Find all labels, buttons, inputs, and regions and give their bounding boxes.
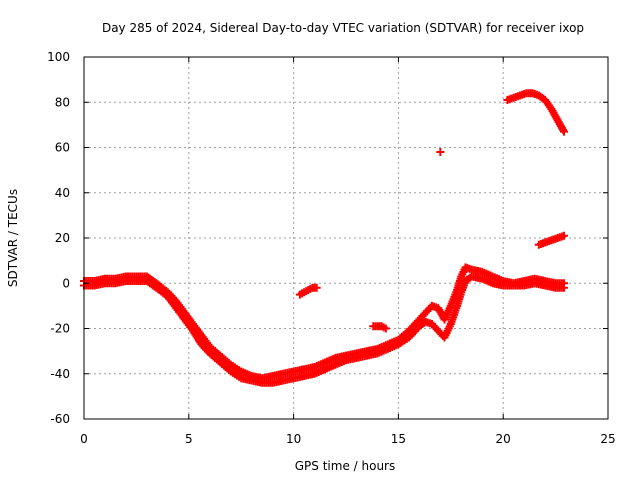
y-tick-label: -20 <box>50 322 70 336</box>
x-tick-label: 10 <box>286 432 301 446</box>
data-point <box>436 148 445 157</box>
x-axis-label: GPS time / hours <box>295 459 396 473</box>
y-tick-label: 40 <box>55 186 70 200</box>
data-point <box>559 283 568 292</box>
data-points <box>80 89 568 387</box>
data-point <box>559 231 568 240</box>
x-tick-label: 25 <box>600 432 615 446</box>
y-tick-label: -60 <box>50 412 70 426</box>
y-tick-label: 20 <box>55 231 70 245</box>
x-tick-label: 5 <box>185 432 193 446</box>
x-tick-label: 15 <box>391 432 406 446</box>
series-segment-near-14h <box>369 322 390 333</box>
x-tick-label: 20 <box>496 432 511 446</box>
x-tick-label: 0 <box>80 432 88 446</box>
y-tick-label: -40 <box>50 367 70 381</box>
y-tick-label: 0 <box>62 276 70 290</box>
series-high-arc-near-21h <box>503 89 568 136</box>
axis-ticks: 0 5 10 15 20 25 -60 -40 -20 0 20 40 60 80 100 <box>47 50 616 446</box>
y-tick-label: 100 <box>47 50 70 64</box>
y-tick-label: 60 <box>55 141 70 155</box>
data-point <box>559 127 568 136</box>
series-point-near-17h <box>436 148 445 157</box>
y-tick-label: 80 <box>55 95 70 109</box>
series-segment-morning-17-to-21 <box>534 231 568 249</box>
data-point <box>312 283 321 292</box>
y-axis-label: SDTVAR / TECUs <box>6 189 20 287</box>
series-segment-near-10h <box>295 283 321 299</box>
series-main-trace-lower <box>80 272 568 387</box>
chart-title: Day 285 of 2024, Sidereal Day-to-day VTE… <box>102 21 584 35</box>
data-point <box>381 324 390 333</box>
